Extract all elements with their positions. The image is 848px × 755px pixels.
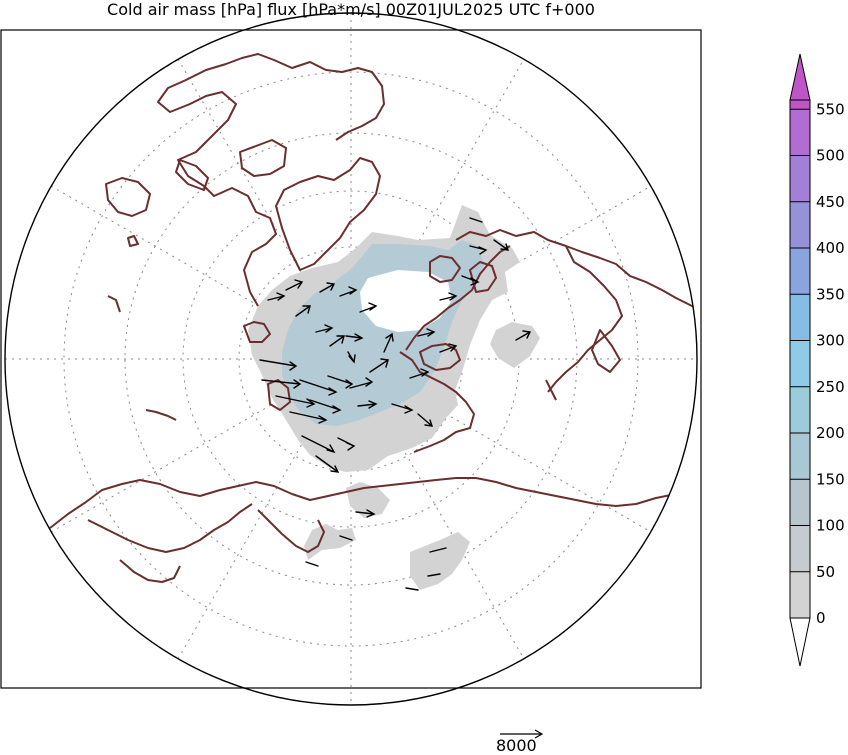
colorbar-segment-550 — [790, 100, 810, 110]
colorbar-segment-500 — [790, 109, 810, 156]
colorbar-segment-300 — [790, 294, 810, 341]
map-title: Cold air mass [hPa] flux [hPa*m/s] 00Z01… — [107, 0, 595, 19]
colorbar: 0 50 100 150 200 250 300 350 400 450 500 550 — [789, 53, 845, 667]
coast-hudson-bay — [175, 159, 209, 191]
colorbar-label-500: 500 — [816, 147, 845, 165]
reference-vector-arrow — [500, 729, 544, 739]
colorbar-segment-0 — [790, 571, 810, 618]
colorbar-segment-200 — [790, 386, 810, 433]
field-south-patch-1 — [346, 482, 390, 518]
colorbar-label-350: 350 — [816, 285, 845, 303]
coast-europe — [399, 351, 475, 453]
colorbar-segment-450 — [790, 155, 810, 202]
colorbar-label-300: 300 — [816, 332, 845, 350]
coastlines — [49, 53, 697, 583]
colorbar-segment-350 — [790, 248, 810, 295]
field-south-patch-3 — [304, 524, 356, 560]
colorbar-over-triangle — [789, 53, 811, 101]
colorbar-label-50: 50 — [816, 563, 835, 581]
colorbar-label-150: 150 — [816, 470, 845, 488]
flux-vectors — [259, 217, 532, 591]
coast-small-island-1 — [127, 235, 139, 247]
colorbar-segments — [790, 100, 810, 618]
cold-air-mass-field — [248, 205, 540, 590]
coast-southern-arc — [49, 477, 697, 529]
colorbar-label-100: 100 — [816, 517, 845, 535]
reference-vector-label: 8000 — [496, 736, 537, 755]
coast-sakhalin — [545, 379, 557, 401]
colorbar-segment-400 — [790, 201, 810, 248]
colorbar-label-0: 0 — [816, 609, 826, 627]
coast-siberia — [455, 229, 697, 313]
coast-bering — [145, 409, 177, 421]
colorbar-label-450: 450 — [816, 193, 845, 211]
coast-aleutians — [107, 295, 121, 313]
coast-british-isles — [267, 379, 291, 411]
coast-scandinavia — [405, 245, 511, 351]
colorbar-segment-100 — [790, 479, 810, 526]
colorbar-segment-250 — [790, 340, 810, 387]
colorbar-outline — [789, 99, 811, 619]
coast-southern-arc-2 — [87, 503, 253, 553]
coast-svalbard — [429, 255, 461, 283]
coast-arabia — [119, 559, 181, 583]
colorbar-label-550: 550 — [816, 100, 845, 118]
colorbar-segment-150 — [790, 433, 810, 480]
colorbar-under-triangle — [789, 617, 811, 667]
field-interior-hole — [360, 270, 452, 332]
map-disk-boundary — [4, 12, 698, 706]
coast-iceland — [243, 321, 271, 343]
coast-alaska — [105, 177, 151, 217]
colorbar-label-250: 250 — [816, 378, 845, 396]
coast-north-america — [157, 53, 385, 307]
colorbar-label-200: 200 — [816, 424, 845, 442]
coast-far-east — [547, 245, 623, 393]
coast-greenland — [275, 157, 381, 271]
colorbar-label-400: 400 — [816, 239, 845, 257]
coast-baltic — [419, 343, 461, 371]
field-south-patch-2 — [410, 532, 470, 590]
coast-novaya-zemlya — [469, 261, 497, 293]
colorbar-segment-50 — [790, 525, 810, 572]
coast-india — [257, 509, 325, 553]
coast-baffin — [239, 139, 287, 177]
coast-kamchatka — [591, 329, 621, 373]
